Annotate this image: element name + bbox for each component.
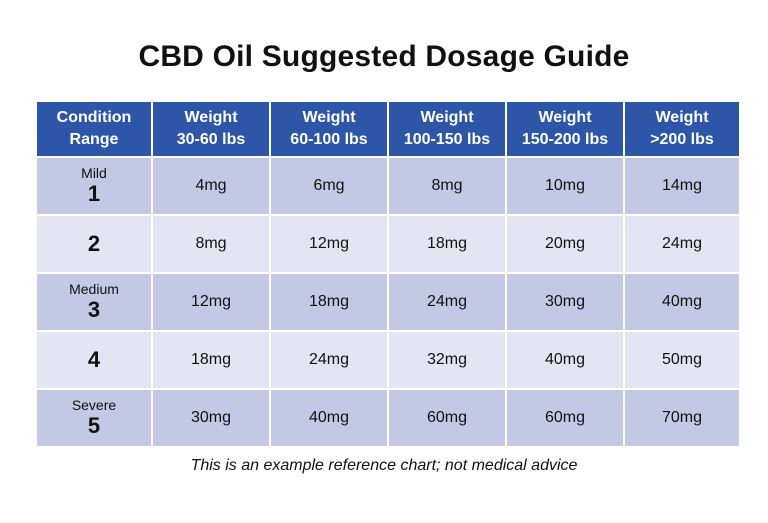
level-number: 2 (87, 231, 101, 256)
dose-cell: 40mg (625, 274, 739, 330)
page-title: CBD Oil Suggested Dosage Guide (138, 40, 630, 73)
header-condition-range: Condition Range (37, 102, 151, 156)
table-row: 2 8mg 12mg 18mg 20mg 24mg (37, 216, 739, 272)
severity-label: Mild (81, 165, 107, 181)
dosage-table: Condition Range Weight 30-60 lbs Weight … (35, 100, 741, 448)
dose-cell: 32mg (389, 332, 505, 388)
header-weight-150-200: Weight 150-200 lbs (507, 102, 623, 156)
dose-cell: 12mg (153, 274, 269, 330)
dose-cell: 30mg (153, 390, 269, 446)
condition-cell: 4 (37, 332, 151, 388)
dose-cell: 24mg (625, 216, 739, 272)
condition-cell: Mild 1 (37, 158, 151, 214)
dose-cell: 8mg (389, 158, 505, 214)
table-row: Mild 1 4mg 6mg 8mg 10mg 14mg (37, 158, 739, 214)
dose-cell: 50mg (625, 332, 739, 388)
dose-cell: 24mg (389, 274, 505, 330)
severity-label: Medium (69, 281, 119, 297)
dose-cell: 8mg (153, 216, 269, 272)
dose-cell: 60mg (389, 390, 505, 446)
level-number: 5 (87, 413, 101, 438)
dose-cell: 60mg (507, 390, 623, 446)
dose-cell: 10mg (507, 158, 623, 214)
condition-cell: 2 (37, 216, 151, 272)
table-row: Severe 5 30mg 40mg 60mg 60mg 70mg (37, 390, 739, 446)
level-number: 1 (87, 181, 101, 206)
header-weight-30-60: Weight 30-60 lbs (153, 102, 269, 156)
dose-cell: 40mg (271, 390, 387, 446)
dose-cell: 12mg (271, 216, 387, 272)
level-number: 3 (87, 297, 101, 322)
severity-label: Severe (71, 397, 117, 413)
dose-cell: 6mg (271, 158, 387, 214)
header-weight-60-100: Weight 60-100 lbs (271, 102, 387, 156)
header-weight-100-150: Weight 100-150 lbs (389, 102, 505, 156)
disclaimer-footnote: This is an example reference chart; not … (190, 457, 578, 474)
dose-cell: 20mg (507, 216, 623, 272)
dose-cell: 40mg (507, 332, 623, 388)
table-row: Medium 3 12mg 18mg 24mg 30mg 40mg (37, 274, 739, 330)
dose-cell: 18mg (153, 332, 269, 388)
dose-cell: 70mg (625, 390, 739, 446)
dose-cell: 18mg (271, 274, 387, 330)
header-weight-over-200: Weight >200 lbs (625, 102, 739, 156)
table-row: 4 18mg 24mg 32mg 40mg 50mg (37, 332, 739, 388)
dose-cell: 24mg (271, 332, 387, 388)
dose-cell: 4mg (153, 158, 269, 214)
condition-cell: Medium 3 (37, 274, 151, 330)
table-header-row: Condition Range Weight 30-60 lbs Weight … (37, 102, 739, 156)
dose-cell: 14mg (625, 158, 739, 214)
dose-cell: 18mg (389, 216, 505, 272)
condition-cell: Severe 5 (37, 390, 151, 446)
dose-cell: 30mg (507, 274, 623, 330)
level-number: 4 (87, 347, 101, 372)
